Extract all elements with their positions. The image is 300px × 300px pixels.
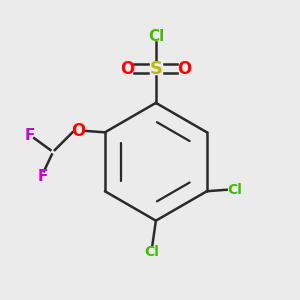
Text: O: O bbox=[71, 122, 85, 140]
Text: O: O bbox=[177, 60, 192, 78]
Text: Cl: Cl bbox=[227, 183, 242, 197]
Text: F: F bbox=[38, 169, 48, 184]
Text: F: F bbox=[25, 128, 35, 143]
Text: O: O bbox=[120, 60, 134, 78]
Text: S: S bbox=[149, 60, 162, 78]
Text: Cl: Cl bbox=[144, 244, 159, 259]
Text: Cl: Cl bbox=[148, 29, 164, 44]
